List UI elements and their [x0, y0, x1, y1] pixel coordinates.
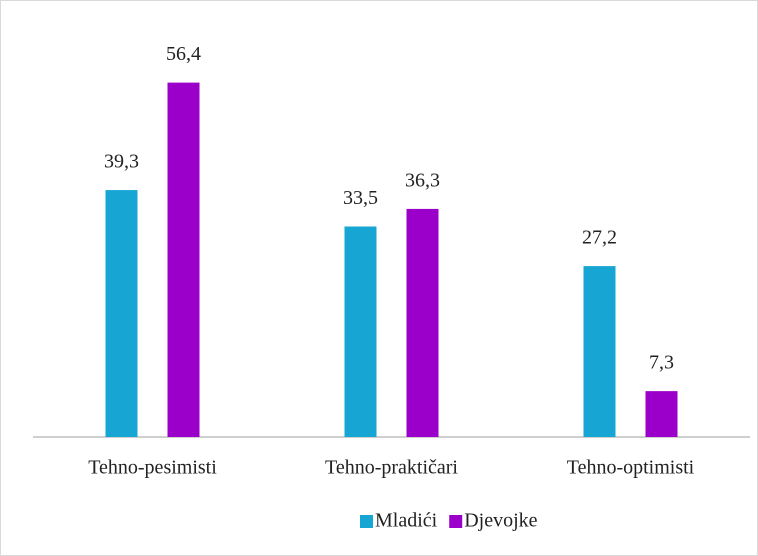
legend-label: Djevojke	[464, 510, 537, 532]
data-label: 39,3	[104, 151, 139, 173]
x-tick-label: Tehno-optimisti	[567, 457, 695, 479]
bar	[167, 82, 200, 438]
data-label: 27,2	[582, 227, 617, 249]
data-label: 56,4	[166, 43, 201, 65]
bar	[583, 266, 616, 437]
bar	[406, 208, 439, 437]
bar	[645, 391, 678, 437]
legend-swatch	[360, 515, 373, 528]
x-tick-label: Tehno-pesimisti	[88, 457, 217, 479]
legend-swatch	[449, 515, 463, 528]
data-label: 7,3	[649, 352, 674, 374]
bar	[344, 226, 377, 437]
legend-label: Mladići	[375, 510, 438, 532]
data-label: 33,5	[343, 187, 378, 209]
bar	[105, 190, 138, 437]
data-label: 36,3	[405, 170, 440, 192]
x-tick-label: Tehno-praktičari	[325, 457, 458, 479]
